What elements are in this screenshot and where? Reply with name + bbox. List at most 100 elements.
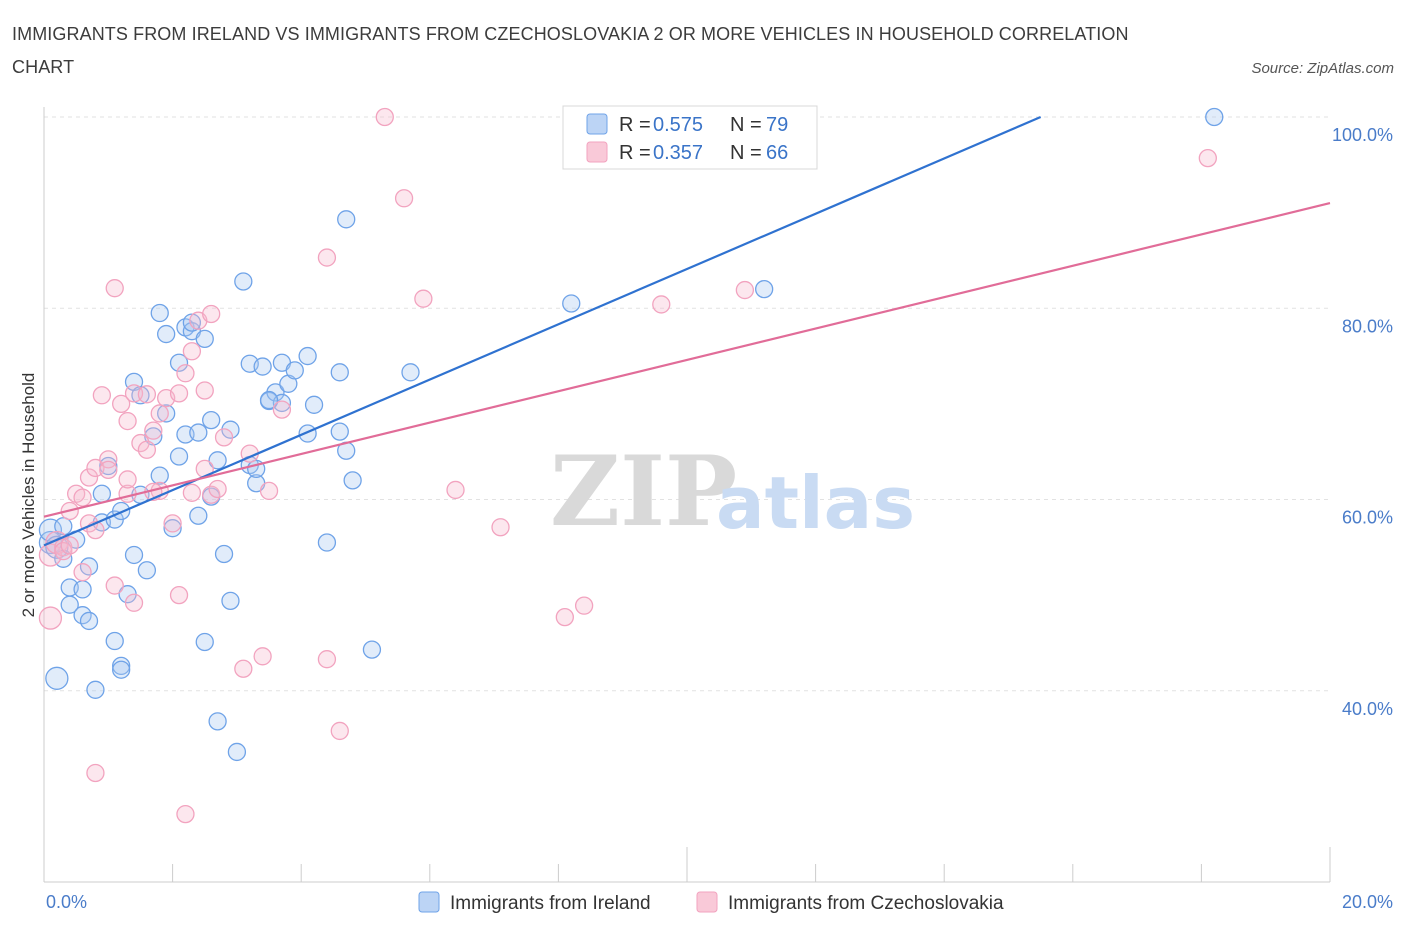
y-tick-label: 100.0%: [1332, 125, 1393, 145]
point-czechoslovakia: [99, 460, 118, 480]
point-czechoslovakia: [272, 400, 292, 419]
point-czechoslovakia: [150, 404, 169, 423]
point-czechoslovakia: [124, 384, 144, 403]
point-ireland: [227, 742, 247, 762]
x-tick-label: 0.0%: [46, 892, 87, 912]
point-ireland: [214, 544, 234, 564]
point-ireland: [208, 712, 227, 731]
point-ireland: [73, 580, 92, 599]
point-czechoslovakia: [491, 518, 510, 537]
point-czechoslovakia: [446, 480, 465, 500]
point-czechoslovakia: [99, 450, 118, 469]
point-ireland: [92, 484, 112, 503]
point-czechoslovakia: [79, 468, 99, 487]
point-czechoslovakia: [317, 650, 337, 669]
point-ireland: [137, 561, 157, 580]
point-czechoslovakia: [137, 385, 157, 404]
point-ireland: [330, 422, 349, 441]
point-czechoslovakia: [259, 481, 279, 501]
point-czechoslovakia: [118, 411, 137, 431]
point-ireland: [189, 423, 208, 442]
point-ireland: [189, 506, 208, 525]
point-czechoslovakia: [414, 289, 433, 308]
x-tick-label: 20.0%: [1342, 892, 1393, 912]
point-czechoslovakia: [375, 107, 394, 127]
point-czechoslovakia: [176, 804, 195, 824]
point-ireland: [169, 353, 189, 372]
point-czechoslovakia: [574, 596, 594, 615]
y-tick-label: 80.0%: [1342, 316, 1393, 336]
point-czechoslovakia: [253, 647, 272, 666]
trend-lines: [43, 115, 1331, 547]
point-ireland: [86, 680, 105, 699]
watermark-atlas: atlas: [716, 461, 915, 545]
axes: [43, 107, 1331, 883]
point-ireland: [112, 501, 131, 521]
point-czechoslovakia: [118, 470, 137, 489]
point-czechoslovakia: [234, 659, 253, 678]
legend-r-label-1: R =: [619, 114, 651, 136]
point-ireland: [337, 210, 356, 229]
point-czechoslovakia: [214, 428, 234, 447]
legend-r-value-1: 0.575: [653, 114, 703, 136]
point-czechoslovakia: [182, 342, 202, 361]
point-czechoslovakia: [169, 585, 189, 605]
point-ireland: [54, 517, 73, 536]
y-tick-label: 40.0%: [1342, 699, 1393, 719]
point-ireland: [401, 363, 420, 382]
x-tick-labels: 0.0% 20.0%: [46, 892, 1393, 912]
point-ireland: [362, 640, 382, 659]
point-ireland: [221, 591, 240, 611]
series-legend-label-czechoslovakia: Immigrants from Czechoslovakia: [728, 893, 1004, 914]
point-ireland: [124, 545, 144, 565]
point-czechoslovakia: [60, 536, 79, 555]
point-ireland: [105, 631, 124, 651]
point-ireland: [150, 303, 169, 323]
point-czechoslovakia: [208, 479, 227, 499]
point-czechoslovakia: [92, 386, 112, 405]
point-czechoslovakia: [735, 280, 755, 300]
y-axis-title: 2 or more Vehicles in Household: [19, 373, 38, 618]
point-czechoslovakia: [137, 440, 157, 459]
point-ireland: [330, 363, 349, 382]
point-czechoslovakia: [182, 483, 202, 502]
y-tick-labels: 40.0% 60.0% 80.0% 100.0%: [1332, 125, 1393, 719]
series-legend-swatch-czechoslovakia: [696, 891, 718, 913]
point-czechoslovakia: [317, 248, 337, 267]
point-ireland: [169, 447, 189, 466]
chart-title: IMMIGRANTS FROM IRELAND VS IMMIGRANTS FR…: [12, 24, 1129, 77]
watermark: ZIP atlas: [550, 435, 915, 548]
legend-r-label-2: R =: [619, 142, 651, 164]
point-czechoslovakia: [163, 514, 182, 533]
point-czechoslovakia: [330, 721, 349, 741]
point-ireland: [45, 666, 69, 690]
point-ireland: [208, 451, 227, 470]
series-legend: Immigrants from Ireland Immigrants from …: [418, 891, 1004, 914]
point-ireland: [150, 466, 169, 485]
point-ireland: [131, 386, 150, 405]
trend-line-ireland: [43, 115, 1042, 547]
legend-n-label-1: N =: [730, 114, 762, 136]
point-ireland: [157, 404, 176, 423]
point-ireland: [234, 272, 253, 291]
point-czechoslovakia: [73, 488, 92, 507]
point-ireland: [317, 533, 337, 552]
point-ireland: [195, 632, 214, 652]
point-czechoslovakia: [105, 279, 124, 298]
point-czechoslovakia: [112, 394, 131, 414]
point-ireland: [163, 519, 182, 538]
point-czechoslovakia: [86, 763, 105, 783]
point-ireland: [285, 361, 304, 380]
point-ireland: [79, 611, 99, 631]
point-ireland: [562, 294, 581, 313]
trend-line-czechoslovakia: [43, 201, 1331, 518]
point-czechoslovakia: [394, 189, 414, 208]
correlation-legend: R = 0.575 N = 79 R = 0.357 N = 66: [562, 105, 818, 170]
series-legend-label-ireland: Immigrants from Ireland: [450, 893, 651, 914]
legend-n-value-2: 66: [766, 142, 788, 164]
point-ireland: [755, 279, 774, 299]
legend-swatch-ireland: [586, 113, 608, 135]
point-czechoslovakia: [124, 593, 144, 612]
point-czechoslovakia: [73, 563, 92, 582]
